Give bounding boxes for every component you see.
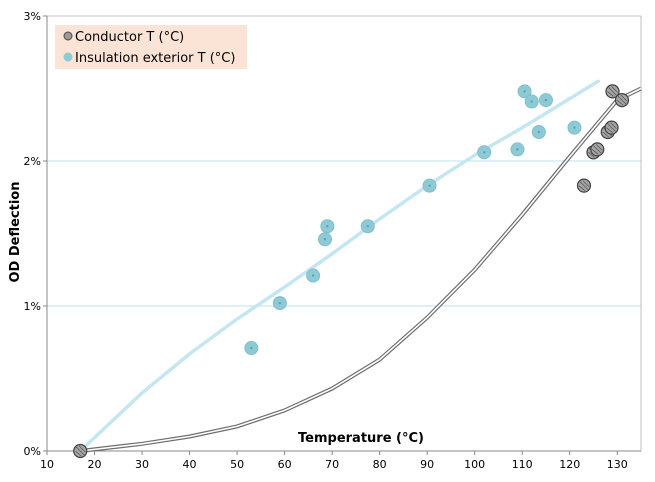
x-tick-label-4: 50 [230,458,244,471]
y-tick-label-2: 2% [24,155,41,168]
conductor-point-1 [576,178,592,193]
x-tick-label-3: 40 [183,458,197,471]
x-tick-label-7: 80 [373,458,387,471]
legend-insulation-label: Insulation exterior T (°C) [75,51,235,66]
x-tick-label-11: 120 [559,458,580,471]
insulation-point-11 [524,94,539,109]
insulation-point-6 [360,219,375,234]
x-tick-label-10: 110 [512,458,533,471]
conductor-point-6 [605,84,620,99]
x-axis-title: Temperature (°C) [298,431,424,446]
x-tick-label-0: 10 [40,458,54,471]
y-tick-label-3: 3% [24,10,41,23]
conductor-point-5 [604,120,619,135]
x-tick-label-8: 90 [420,458,434,471]
insulation-point-5 [320,219,335,234]
insulation-point-14 [567,120,582,135]
x-tick-label-2: 30 [135,458,149,471]
insulation-point-12 [531,125,546,139]
conductor-point-3 [590,142,605,157]
x-tick-label-12: 130 [607,458,628,471]
legend: Conductor T (°C) Insulation exterior T (… [55,25,247,69]
insulation-point-13 [538,93,553,108]
x-tick-label-6: 70 [325,458,339,471]
y-axis-title: OD Deflection [8,182,23,283]
y-tick-label-0: 0% [24,445,41,458]
y-tick-label-1: 1% [24,300,41,313]
insulation-point-1 [244,341,259,356]
x-tick-label-5: 60 [278,458,292,471]
insulation-point-7 [422,178,437,193]
insulation-point-10 [517,84,532,99]
legend-background [55,25,247,69]
insulation-point-8 [477,145,492,160]
insulation-point-4 [317,232,332,247]
insulation-trend-line [78,79,600,453]
conductor-trend-line-inner [80,87,642,452]
x-tick-label-1: 20 [88,458,102,471]
conductor-point-7 [614,92,630,108]
insulation-point-3 [306,268,321,283]
insulation-point-9 [510,142,525,157]
legend-insulation-marker [63,52,73,62]
legend-conductor-label: Conductor T (°C) [75,30,184,45]
insulation-point-2 [272,296,287,311]
x-tick-label-9: 100 [464,458,485,471]
conductor-point-0 [73,443,88,459]
legend-conductor-marker [63,31,73,41]
